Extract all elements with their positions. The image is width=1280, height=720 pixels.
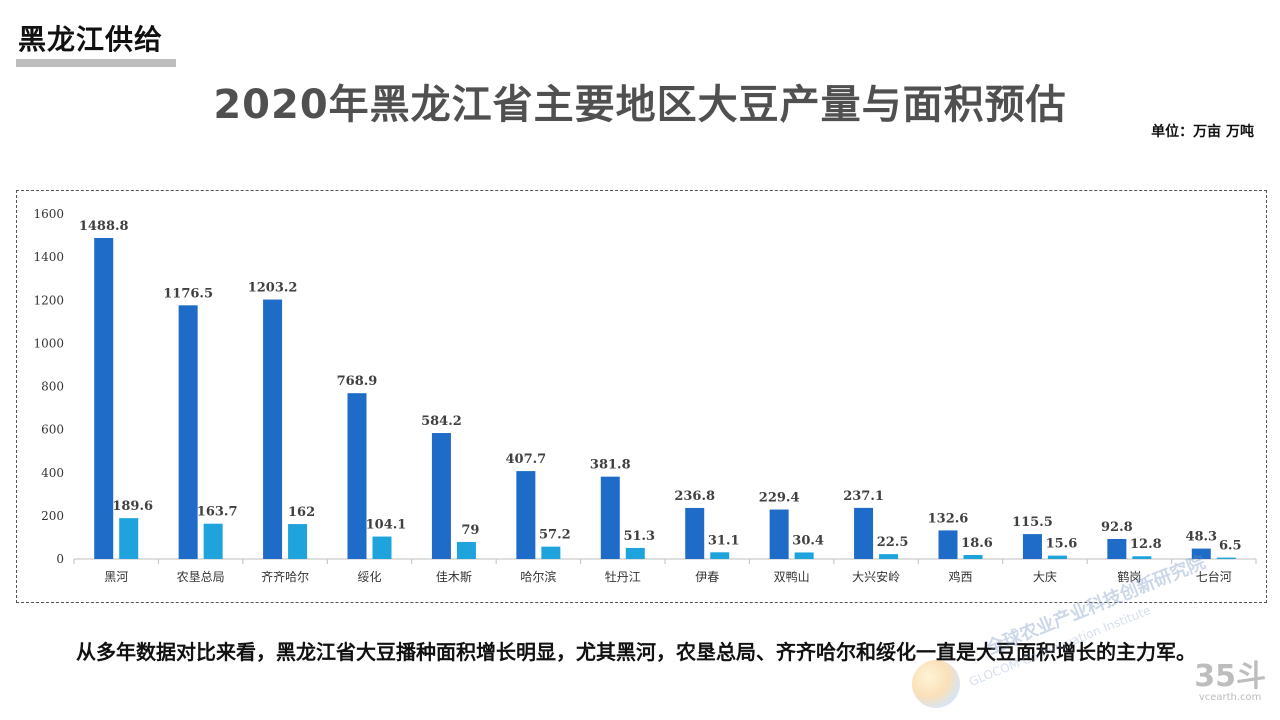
bar-series-1 bbox=[94, 237, 114, 559]
brand-mark: 35斗 vcearth.com bbox=[1194, 659, 1266, 704]
data-label-series-2: 51.3 bbox=[623, 529, 655, 544]
x-tick-label: 七台河 bbox=[1196, 569, 1232, 584]
bar-series-2 bbox=[119, 518, 139, 559]
y-tick-label: 0 bbox=[56, 552, 64, 566]
bar-chart: 0 200 400 600 800 1000 1200 1400 1600 黑河 农垦总局 齐齐哈尔 绥… bbox=[33, 207, 1257, 584]
x-tick-label: 大兴安岭 bbox=[852, 569, 900, 584]
chart-frame bbox=[16, 190, 1267, 603]
data-label-series-1: 115.5 bbox=[1012, 515, 1053, 530]
x-tick-label: 农垦总局 bbox=[177, 570, 225, 584]
data-label-series-2: 31.1 bbox=[708, 533, 740, 548]
y-tick-label: 600 bbox=[41, 423, 64, 437]
data-label-series-1: 768.9 bbox=[337, 374, 378, 389]
bar-series-1 bbox=[854, 507, 874, 559]
data-label-series-1: 381.8 bbox=[590, 458, 631, 473]
bar-series-2 bbox=[1047, 555, 1067, 559]
x-tick-label: 鹤岗 bbox=[1117, 569, 1141, 584]
bar-series-1 bbox=[1107, 538, 1127, 559]
x-tick-label: 双鸭山 bbox=[774, 570, 810, 584]
data-label-series-2: 79 bbox=[461, 523, 479, 538]
commentary-text: 从多年数据对比来看，黑龙江省大豆播种面积增长明显，尤其黑河，农垦总局、齐齐哈尔和… bbox=[76, 640, 1196, 664]
x-tick-label: 绥化 bbox=[357, 570, 381, 584]
data-label-series-1: 584.2 bbox=[421, 414, 462, 429]
y-tick-label: 1600 bbox=[33, 207, 64, 221]
data-label-series-2: 18.6 bbox=[961, 536, 993, 551]
bar-series-1 bbox=[600, 476, 620, 559]
bar-series-2 bbox=[288, 524, 308, 559]
data-label-series-2: 15.6 bbox=[1046, 537, 1078, 552]
bar-series-1 bbox=[347, 393, 367, 559]
bar-series-2 bbox=[203, 523, 223, 559]
bar-series-2 bbox=[456, 541, 476, 559]
x-tick-label: 伊春 bbox=[695, 570, 719, 584]
bar-series-2 bbox=[541, 546, 561, 559]
bar-series-2 bbox=[710, 552, 730, 559]
data-label-series-2: 162 bbox=[288, 505, 315, 520]
data-label-series-2: 57.2 bbox=[539, 528, 571, 543]
bar-series-2 bbox=[625, 547, 645, 559]
bar-series-1 bbox=[685, 507, 705, 559]
bar-series-2 bbox=[794, 552, 814, 559]
bar-series-1 bbox=[178, 305, 198, 559]
data-label-series-1: 92.8 bbox=[1101, 520, 1133, 535]
y-tick-label: 1200 bbox=[33, 293, 64, 307]
data-label-series-2: 104.1 bbox=[366, 518, 407, 533]
bar-series-1 bbox=[516, 471, 536, 559]
y-tick-label: 1400 bbox=[33, 250, 64, 264]
y-tick-label: 400 bbox=[41, 466, 64, 480]
data-label-series-1: 48.3 bbox=[1185, 530, 1217, 545]
brand-logo-text: 35斗 bbox=[1194, 659, 1266, 694]
bar-series-1 bbox=[1022, 534, 1042, 559]
bar-series-1 bbox=[769, 509, 789, 559]
bar-series-2 bbox=[963, 554, 983, 559]
bar-series-2 bbox=[1216, 557, 1236, 559]
data-label-series-1: 132.6 bbox=[928, 511, 969, 526]
data-label-series-2: 12.8 bbox=[1130, 537, 1162, 552]
data-label-series-2: 6.5 bbox=[1219, 539, 1242, 554]
x-tick-label: 黑河 bbox=[104, 570, 128, 584]
data-label-series-1: 1176.5 bbox=[163, 286, 213, 301]
data-label-series-1: 407.7 bbox=[505, 452, 546, 467]
x-tick-label: 鸡西 bbox=[948, 569, 972, 584]
page-title: 2020年黑龙江省主要地区大豆产量与面积预估 bbox=[213, 82, 1067, 128]
bar-series-2 bbox=[879, 554, 899, 559]
bar-series-2 bbox=[372, 536, 392, 559]
y-tick-label: 1000 bbox=[33, 336, 64, 350]
x-tick-label: 齐齐哈尔 bbox=[261, 569, 309, 584]
data-label-series-2: 22.5 bbox=[877, 535, 909, 550]
x-tick-label: 大庆 bbox=[1033, 570, 1057, 584]
bar-series-1 bbox=[263, 299, 283, 559]
data-label-series-1: 236.8 bbox=[674, 489, 715, 504]
unit-label: 单位：万亩 万吨 bbox=[1151, 124, 1254, 140]
x-tick-label: 牡丹江 bbox=[605, 569, 641, 584]
data-label-series-1: 1203.2 bbox=[248, 281, 298, 296]
data-label-series-1: 229.4 bbox=[759, 491, 800, 506]
data-label-series-1: 1488.8 bbox=[79, 219, 129, 234]
bar-series-2 bbox=[1132, 556, 1152, 559]
data-label-series-2: 163.7 bbox=[197, 505, 238, 520]
data-label-series-1: 237.1 bbox=[843, 489, 884, 504]
brand-site: vcearth.com bbox=[1198, 692, 1262, 703]
bar-series-1 bbox=[1191, 548, 1211, 559]
y-tick-label: 800 bbox=[41, 380, 64, 394]
bar-series-1 bbox=[938, 530, 958, 559]
data-label-series-2: 189.6 bbox=[112, 499, 153, 514]
data-label-series-2: 30.4 bbox=[792, 533, 824, 548]
section-tag: 黑龙江供给 bbox=[18, 23, 164, 56]
y-tick-label: 200 bbox=[41, 509, 64, 523]
bar-series-1 bbox=[431, 433, 451, 559]
x-tick-label: 哈尔滨 bbox=[520, 569, 556, 584]
x-tick-label: 佳木斯 bbox=[436, 570, 472, 584]
section-underline bbox=[16, 59, 176, 67]
